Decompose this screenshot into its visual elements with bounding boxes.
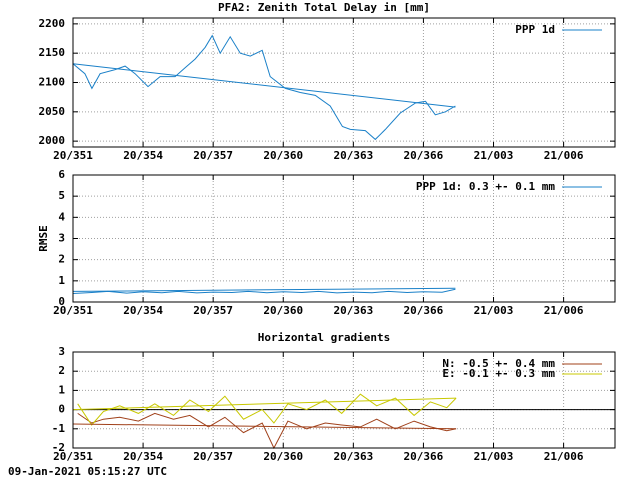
plot-frame — [72, 174, 616, 303]
x-tick-label: 20/363 — [333, 149, 373, 162]
y-tick-label: 1 — [58, 274, 65, 287]
x-tick-label: 20/357 — [193, 450, 233, 463]
series-line — [72, 397, 457, 411]
x-tick-label: 20/354 — [123, 304, 163, 317]
x-tick-label: 20/357 — [193, 149, 233, 162]
plot-frame — [72, 351, 616, 449]
series-line — [77, 412, 457, 450]
chart-title: PFA2: Zenith Total Delay in [mm] — [218, 1, 430, 14]
series-line — [72, 63, 456, 108]
y-tick-label: 0 — [58, 295, 65, 308]
x-tick-label: 20/366 — [404, 149, 444, 162]
y-tick-label: -2 — [52, 441, 65, 454]
series-line — [72, 423, 457, 430]
x-tick-label: 21/003 — [474, 304, 514, 317]
y-tick-label: 1 — [58, 383, 65, 396]
y-tick-label: -1 — [52, 422, 66, 435]
x-tick-label: 20/354 — [123, 149, 163, 162]
x-tick-label: 20/360 — [263, 304, 303, 317]
x-tick-label: 20/366 — [404, 450, 444, 463]
y-tick-label: 2000 — [39, 134, 66, 147]
footer: 09-Jan-2021 05:15:27 UTC — [8, 465, 167, 478]
x-tick-label: 21/003 — [474, 450, 514, 463]
x-tick-label: 20/363 — [333, 304, 373, 317]
x-tick-label: 20/357 — [193, 304, 233, 317]
legend-label: PPP 1d: 0.3 +- 0.1 mm — [416, 180, 555, 193]
y-tick-label: 2150 — [39, 46, 66, 59]
x-tick-label: 20/366 — [404, 304, 444, 317]
x-tick-label: 20/360 — [263, 450, 303, 463]
y-tick-label: 2 — [58, 364, 65, 377]
y-tick-label: 4 — [58, 210, 65, 223]
x-tick-label: 20/351 — [53, 149, 93, 162]
x-tick-label: 21/006 — [544, 149, 584, 162]
x-tick-label: 20/351 — [53, 304, 93, 317]
y-tick-label: 0 — [58, 403, 65, 416]
legend-label: PPP 1d — [515, 23, 555, 36]
y-tick-label: 3 — [58, 232, 65, 245]
series-line — [77, 393, 457, 426]
y-tick-label: 2 — [58, 253, 65, 266]
x-tick-label: 20/363 — [333, 450, 373, 463]
chart-title: Horizontal gradients — [258, 331, 390, 344]
series-line — [72, 34, 456, 141]
y-tick-label: 5 — [58, 189, 65, 202]
legend-label: N: -0.5 +- 0.4 mm — [442, 357, 555, 370]
x-tick-label: 21/006 — [544, 450, 584, 463]
series-line — [72, 287, 456, 292]
x-tick-label: 20/360 — [263, 149, 303, 162]
y-tick-label: 6 — [58, 168, 65, 181]
x-tick-label: 20/354 — [123, 450, 163, 463]
legend-label: E: -0.1 +- 0.3 mm — [442, 367, 555, 380]
y-tick-label: 2050 — [39, 105, 66, 118]
plot-frame — [72, 17, 616, 148]
y-tick-label: 2200 — [39, 17, 66, 30]
series-line — [72, 288, 456, 294]
x-tick-label: 21/003 — [474, 149, 514, 162]
y-tick-label: 3 — [58, 345, 65, 358]
x-tick-label: 21/006 — [544, 304, 584, 317]
y-axis-label: RMSE — [37, 225, 50, 252]
x-tick-label: 20/351 — [53, 450, 93, 463]
y-tick-label: 2100 — [39, 76, 66, 89]
